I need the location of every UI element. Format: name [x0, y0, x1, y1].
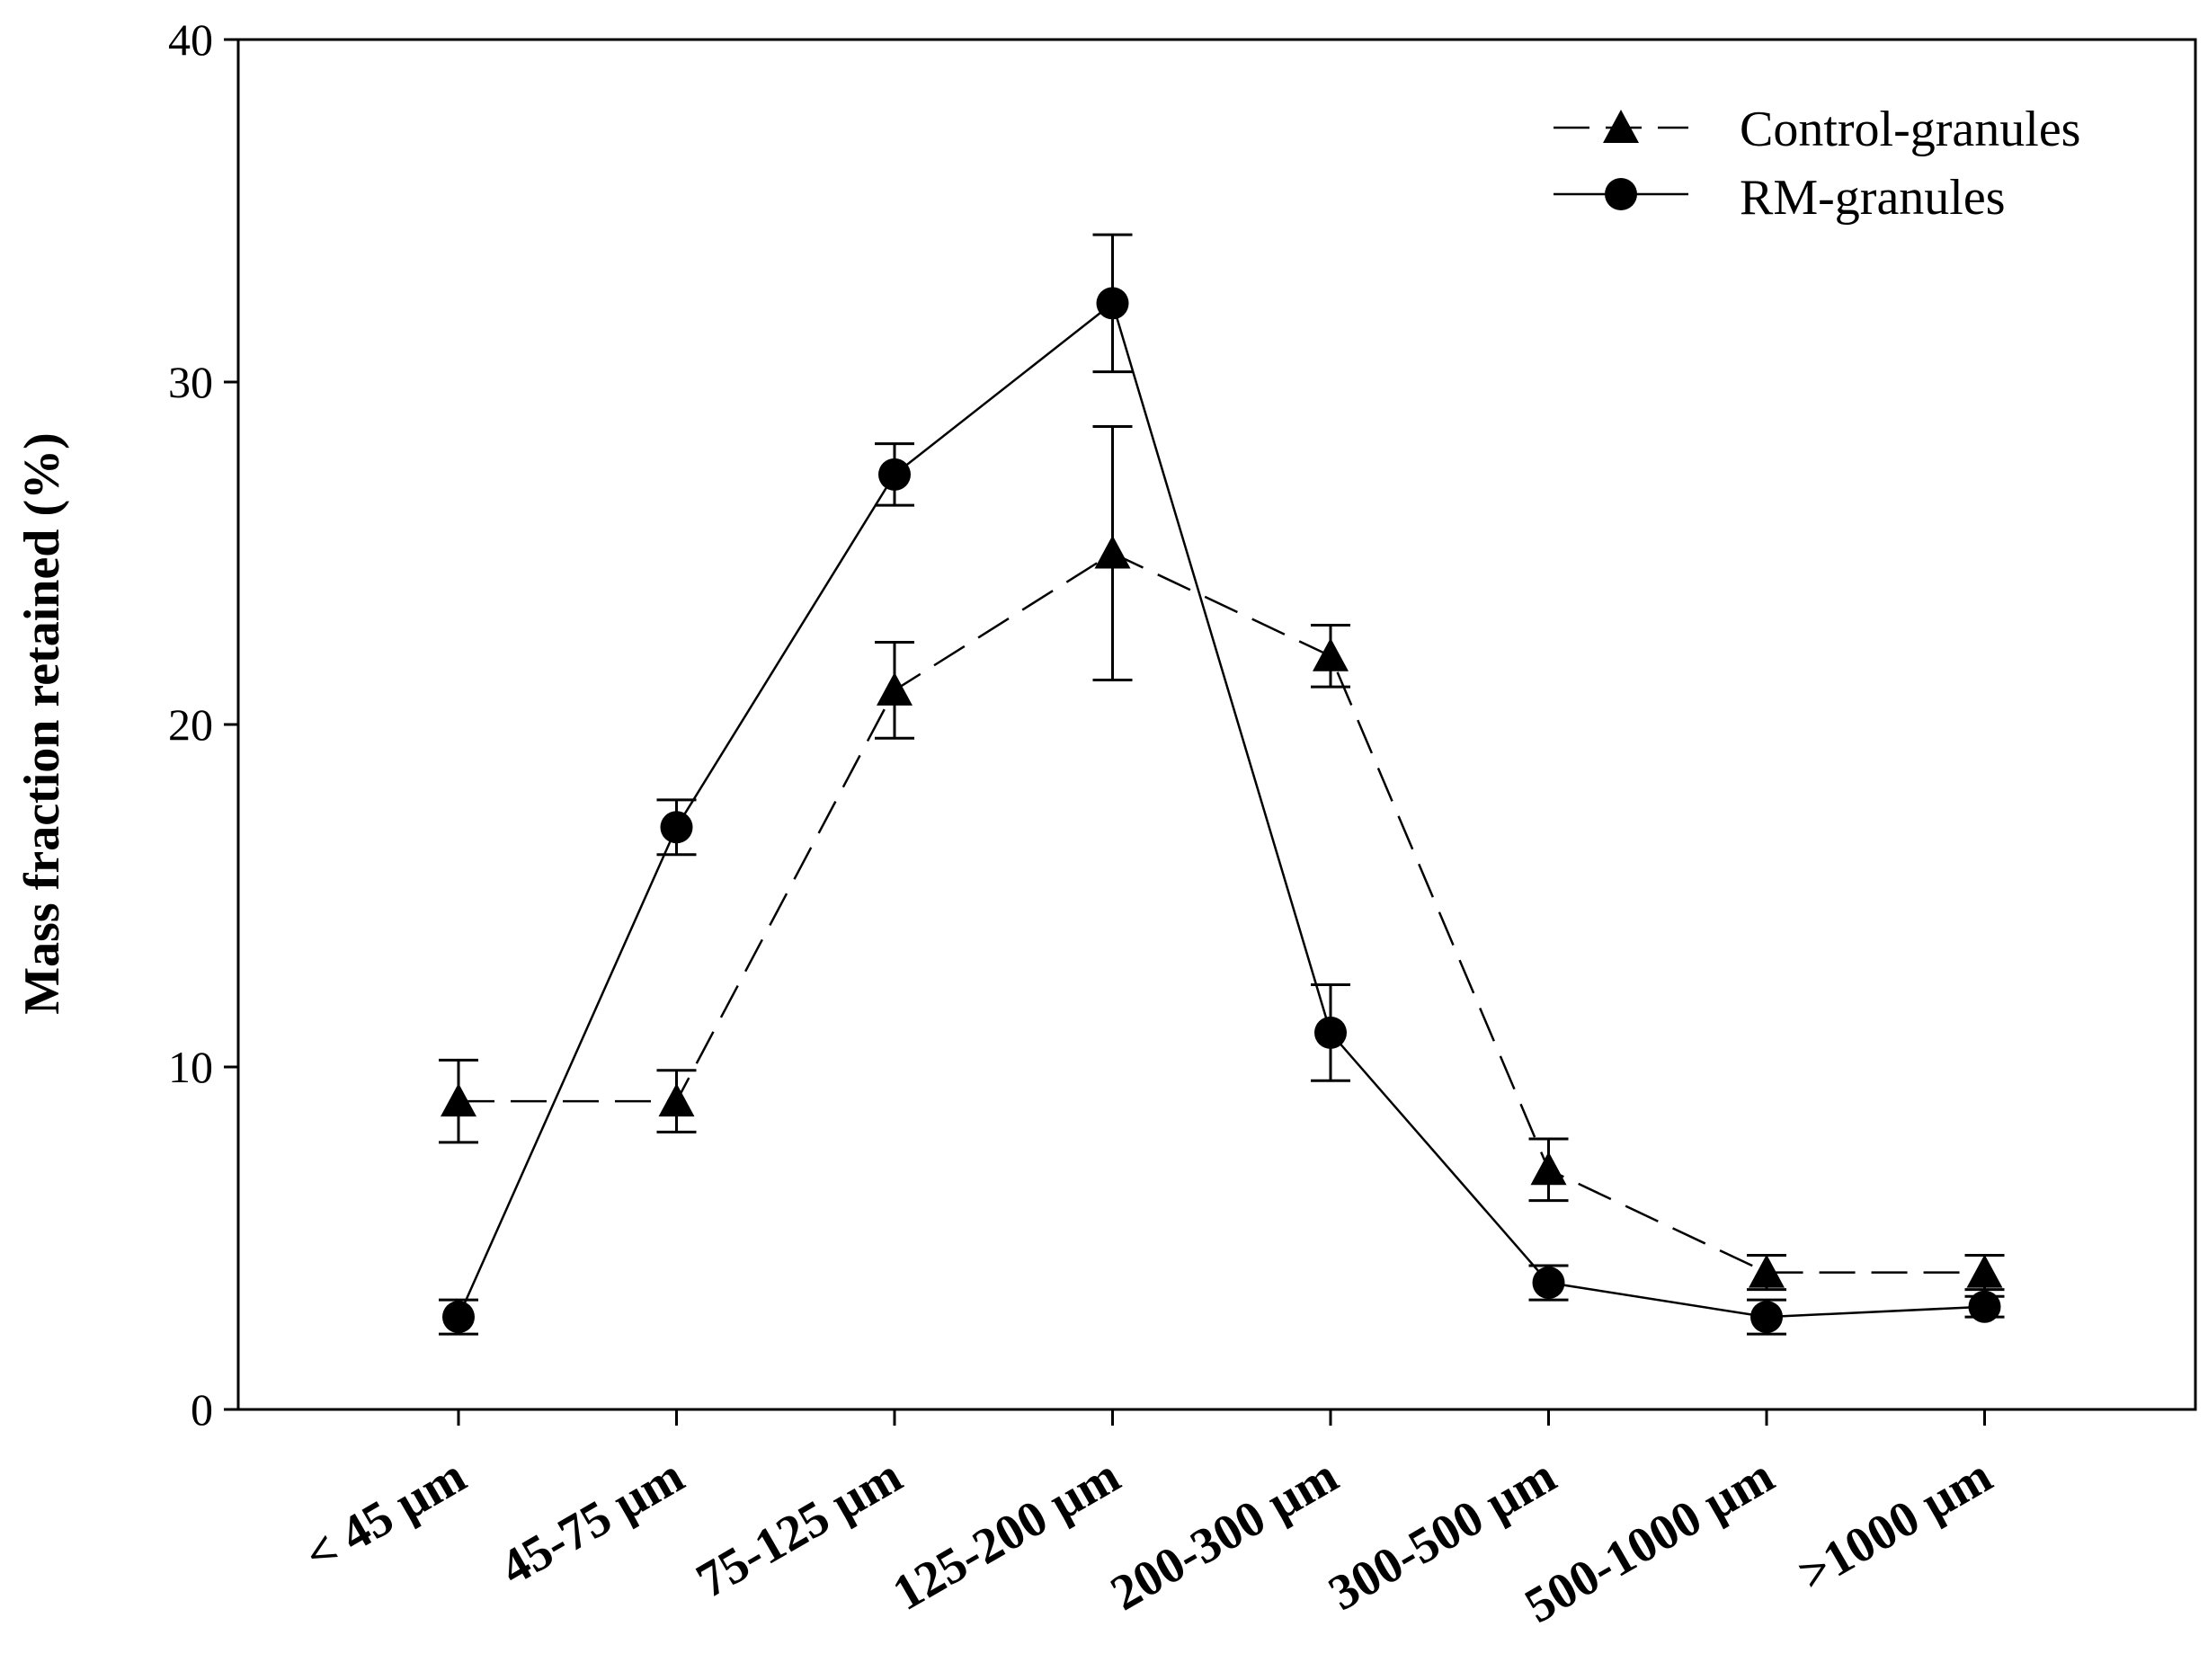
y-tick-label-40: 40: [168, 14, 213, 65]
legend: Control-granules RM-granules: [1554, 102, 2080, 226]
series-rm-granules: [439, 233, 2005, 1336]
point-rm-granules-0: [442, 1301, 475, 1334]
series-line-control-granules: [459, 552, 1985, 1274]
legend-marker-control-granules: [1603, 110, 1639, 143]
x-tick-label-1000-m: >1000 µm: [1789, 1448, 2001, 1603]
y-axis-title: Mass fraction retained (%): [14, 432, 70, 1015]
y-tick-label-10: 10: [168, 1042, 213, 1092]
legend-sample-rm-granules: [1554, 178, 1688, 210]
x-tick-label-125-200-m: 125-200 µm: [884, 1448, 1129, 1622]
point-control-granules-0: [441, 1083, 476, 1117]
point-rm-granules-7: [1968, 1290, 2001, 1323]
series-control-granules: [439, 425, 2005, 1292]
point-control-granules-2: [877, 671, 913, 706]
y-tick-label-30: 30: [168, 357, 213, 407]
x-tick-label-45-75-m: 45-75 µm: [491, 1448, 693, 1596]
x-tick-label-500-1000-m: 500-1000 µm: [1516, 1448, 1783, 1634]
point-control-granules-7: [1966, 1254, 2003, 1288]
y-axis: 0 10 20 30 40: [168, 14, 238, 1435]
plot-frame: [236, 38, 2197, 1411]
point-rm-granules-4: [1314, 1016, 1347, 1049]
legend-label-control-granules: Control-granules: [1740, 102, 2080, 157]
point-control-granules-4: [1313, 637, 1349, 671]
x-tick-label-200-300-m: 200-300 µm: [1101, 1448, 1347, 1622]
point-rm-granules-1: [660, 811, 693, 844]
y-tick-label-0: 0: [191, 1384, 213, 1435]
x-tick-label-75-125-m: 75-125 µm: [688, 1448, 912, 1609]
point-control-granules-6: [1749, 1254, 1785, 1288]
legend-label-rm-granules: RM-granules: [1740, 170, 2006, 226]
legend-marker-rm-granules: [1605, 178, 1637, 210]
point-rm-granules-6: [1750, 1301, 1783, 1334]
series-line-rm-granules: [457, 301, 1985, 1319]
point-rm-granules-3: [1096, 287, 1129, 320]
legend-sample-control-granules: [1554, 110, 1688, 143]
point-rm-granules-2: [878, 458, 911, 491]
point-control-granules-3: [1094, 535, 1131, 569]
series-layer: [439, 233, 2005, 1336]
y-tick-label-20: 20: [168, 699, 213, 750]
point-control-granules-5: [1530, 1151, 1567, 1186]
x-tick-label-45-m: < 45 µm: [296, 1448, 476, 1584]
point-control-granules-1: [658, 1083, 695, 1117]
point-rm-granules-5: [1532, 1267, 1565, 1300]
